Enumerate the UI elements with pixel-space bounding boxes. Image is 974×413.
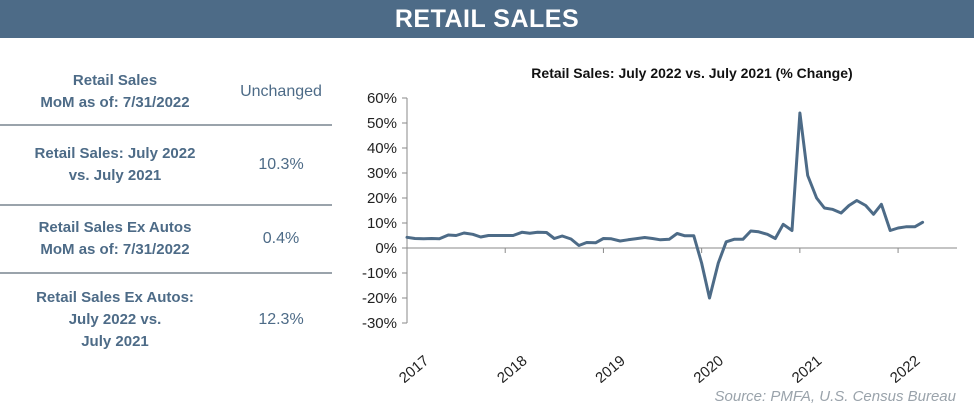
stat-row: Retail Sales MoM as of: 7/31/2022 Unchan… [0, 60, 332, 126]
x-tick-label: 2018 [494, 352, 530, 383]
x-tick-label: 2022 [887, 352, 923, 383]
banner-title: RETAIL SALES [394, 4, 580, 33]
x-tick-label: 2019 [592, 352, 628, 383]
stat-value: 12.3% [258, 311, 304, 328]
stat-value: Unchanged [240, 83, 322, 100]
stat-label: Retail Sales Ex Autos: July 2022 vs. Jul… [36, 289, 194, 350]
x-tick-label: 2021 [789, 352, 825, 383]
chart-title: Retail Sales: July 2022 vs. July 2021 (%… [531, 65, 852, 81]
stat-label: Retail Sales: July 2022 vs. July 2021 [34, 145, 196, 184]
stat-label: Retail Sales Ex Autos MoM as of: 7/31/20… [38, 219, 192, 258]
y-tick-label: 10% [367, 215, 397, 232]
stat-value: 10.3% [258, 156, 304, 173]
y-tick-label: -20% [362, 290, 397, 307]
y-tick-label: -10% [362, 265, 397, 282]
y-tick-label: 30% [367, 165, 397, 182]
stats-panel: Retail Sales MoM as of: 7/31/2022 Unchan… [0, 60, 332, 366]
y-tick-label: 0% [375, 240, 397, 257]
x-tick-label: 2020 [691, 352, 727, 383]
stat-row: Retail Sales Ex Autos MoM as of: 7/31/20… [0, 206, 332, 274]
y-tick-label: -30% [362, 315, 397, 332]
stat-row: Retail Sales Ex Autos: July 2022 vs. Jul… [0, 274, 332, 366]
stat-label: Retail Sales MoM as of: 7/31/2022 [40, 72, 190, 111]
series-line [405, 111, 925, 300]
y-tick-label: 40% [367, 140, 397, 157]
y-tick-label: 20% [367, 190, 397, 207]
stat-row: Retail Sales: July 2022 vs. July 2021 10… [0, 126, 332, 206]
banner: RETAIL SALES [0, 0, 974, 38]
source-note: Source: PMFA, U.S. Census Bureau [714, 388, 957, 405]
y-tick-label: 60% [367, 90, 397, 107]
line-chart: Retail Sales: July 2022 vs. July 2021 (%… [362, 65, 957, 383]
stat-value: 0.4% [262, 230, 300, 247]
y-tick-label: 50% [367, 115, 397, 132]
x-tick-label: 2017 [396, 352, 432, 383]
